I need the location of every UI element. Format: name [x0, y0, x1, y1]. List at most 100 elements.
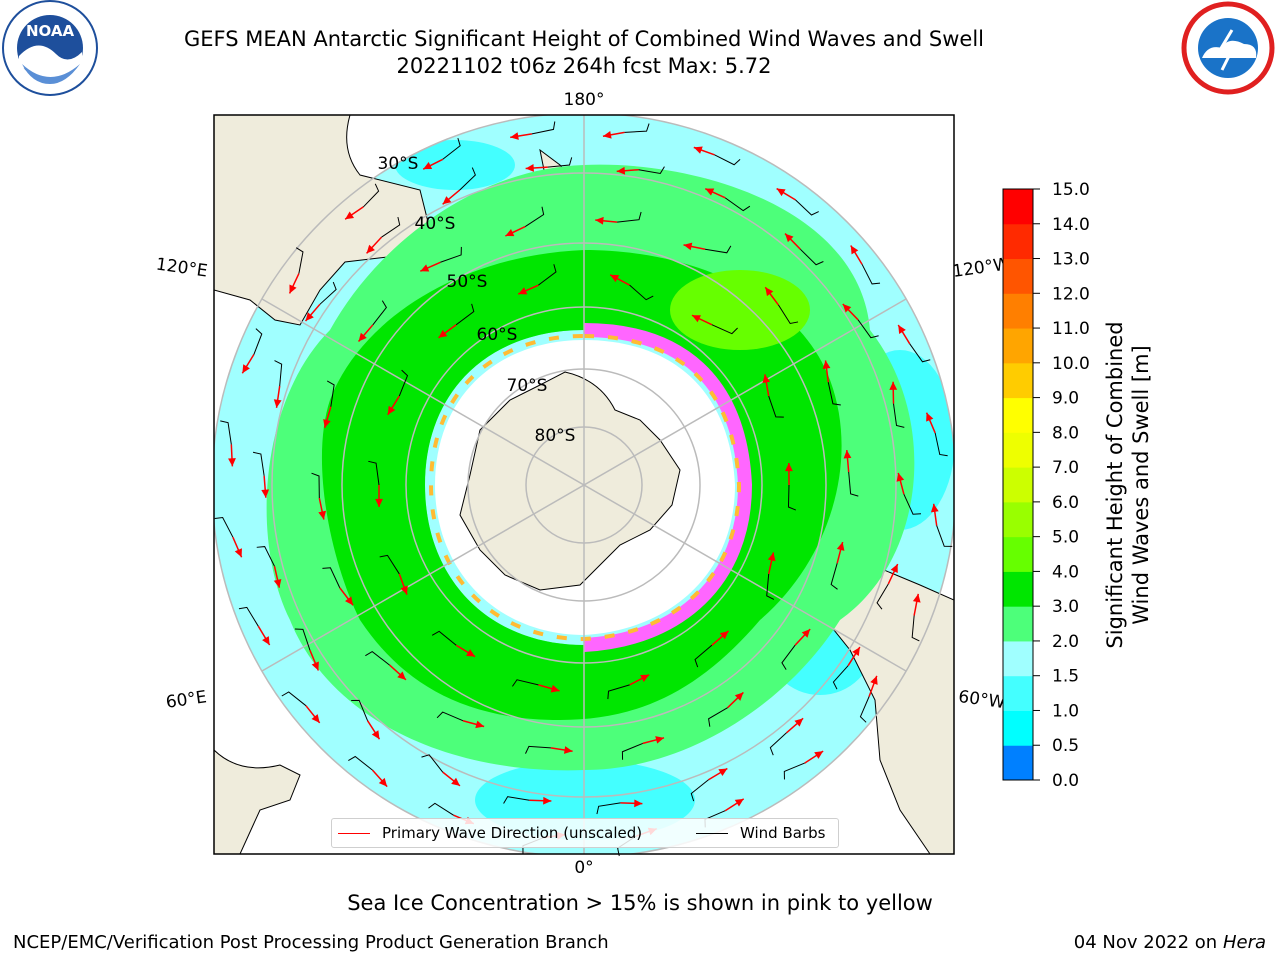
colorbar-tick-label: 7.0	[1052, 458, 1079, 478]
wave-arrow-head	[234, 548, 242, 558]
lat-label-60s: 60°S	[477, 325, 518, 345]
wave-arrow-head	[693, 146, 703, 154]
colorbar-swatch	[1003, 536, 1033, 572]
wave-arrow-head	[595, 216, 604, 225]
wind-barb	[431, 630, 457, 646]
colorbar-tick-label: 1.5	[1052, 667, 1079, 687]
wind-barb	[777, 304, 799, 325]
wave-arrow-head	[719, 630, 729, 640]
wind-barb	[531, 121, 556, 135]
wave-arrow-head	[375, 498, 383, 507]
wind-barb	[220, 420, 232, 445]
wave-arrow-head	[261, 489, 270, 498]
wave-arrow-head	[926, 412, 934, 422]
wave-arrow-head	[898, 325, 906, 335]
wind-barb	[538, 264, 557, 286]
legend-item-barbs: Wind Barbs	[696, 824, 825, 842]
wave-arrow-head	[397, 671, 406, 680]
colorbar-tick-label: 3.0	[1052, 597, 1079, 617]
wind-barb	[398, 369, 409, 397]
wave-arrow-head	[311, 661, 319, 671]
wind-barb	[638, 166, 665, 174]
lon-label-60w: 60°W	[957, 687, 1006, 713]
wind-barb	[421, 754, 444, 773]
wave-arrow-head	[451, 777, 460, 786]
wind-barb	[781, 644, 796, 670]
colorbar-tick-label: 15.0	[1052, 180, 1090, 200]
colorbar-tick-label: 8.0	[1052, 423, 1079, 443]
wave-arrow-head	[616, 166, 626, 175]
wave-arrow-head	[289, 284, 297, 294]
wind-barb	[274, 360, 283, 387]
colorbar-swatch	[1003, 328, 1033, 364]
lat-label-70s: 70°S	[507, 376, 548, 396]
wave-arrow-head	[345, 211, 355, 220]
colorbar-tick-label: 1.0	[1052, 701, 1079, 721]
wind-barb	[322, 567, 341, 588]
wind-barb	[503, 796, 530, 804]
wind-barb	[381, 216, 401, 238]
colorbar-swatch	[1003, 189, 1033, 225]
wind-barb	[607, 684, 630, 700]
wind-barb	[440, 246, 462, 263]
colorbar: 15.0 14.0 13.0 12.0 11.0 10.0 9.0 8.0 7.0 6.0 5.0 4…	[1002, 180, 1090, 791]
wind-barb	[459, 167, 476, 191]
wind-barb	[769, 732, 787, 756]
wind-barb	[436, 711, 464, 722]
wind-barb	[893, 403, 905, 428]
wind-barb	[690, 779, 709, 802]
wave-arrow-head	[242, 364, 250, 374]
plot-title: GEFS MEAN Antarctic Significant Height o…	[183, 27, 985, 51]
wave-arrow-head	[602, 130, 612, 139]
wind-barb	[442, 137, 461, 160]
wind-barb	[326, 380, 335, 407]
wave-arrow-head	[836, 542, 845, 551]
legend-wave-swatch	[338, 833, 370, 834]
legend-barb-swatch	[696, 833, 728, 834]
colorbar-tick-label: 12.0	[1052, 284, 1090, 304]
wind-barb	[295, 247, 304, 274]
wave-arrow-head	[852, 647, 860, 657]
wind-barb	[795, 199, 819, 216]
wave-arrow-head	[691, 315, 701, 323]
lon-label-120w: 120°W	[951, 254, 1011, 282]
lon-label-60e: 60°E	[165, 687, 208, 712]
wave-arrow-head	[785, 233, 794, 243]
wave-arrow-head	[273, 399, 282, 408]
wind-barb	[281, 691, 307, 707]
wind-barb	[859, 696, 870, 723]
wave-arrow-head	[525, 164, 534, 172]
wave-arrow-head	[550, 684, 560, 693]
wind-barb	[629, 284, 654, 301]
wind-barb	[512, 679, 539, 687]
wave-arrow-head	[683, 242, 693, 251]
lat-label-40s: 40°S	[415, 214, 456, 234]
colorbar-swatch	[1003, 501, 1033, 538]
wind-barb	[768, 395, 784, 418]
wind-barb	[252, 451, 265, 476]
wave-arrow-head	[843, 450, 852, 459]
wave-arrow-head	[305, 312, 314, 321]
footer-credit: NCEP/EMC/Verification Post Processing Pr…	[13, 932, 609, 953]
colorbar-swatch	[1003, 432, 1033, 468]
wind-barb	[624, 123, 650, 133]
wave-arrow-head	[420, 264, 430, 272]
wind-barb	[714, 154, 741, 166]
wind-barb	[428, 802, 454, 816]
wave-arrow-head	[870, 675, 878, 685]
lat-label-50s: 50°S	[447, 272, 488, 292]
sea-ice-pink	[583, 323, 753, 652]
wave-arrow-head	[378, 777, 388, 787]
map-frame	[213, 114, 955, 855]
wave-arrow-head	[765, 287, 774, 297]
wave-arrow-head	[518, 287, 528, 295]
colorbar-swatch	[1003, 467, 1033, 503]
colorbar-swatch	[1003, 258, 1033, 294]
wave-band-4-5m	[321, 250, 842, 720]
lat-label-30s: 30°S	[378, 154, 419, 174]
wind-barbs	[214, 121, 953, 857]
colorbar-swatch	[1003, 675, 1033, 711]
colorbar-swatch	[1003, 745, 1033, 781]
wind-barb	[547, 157, 573, 168]
